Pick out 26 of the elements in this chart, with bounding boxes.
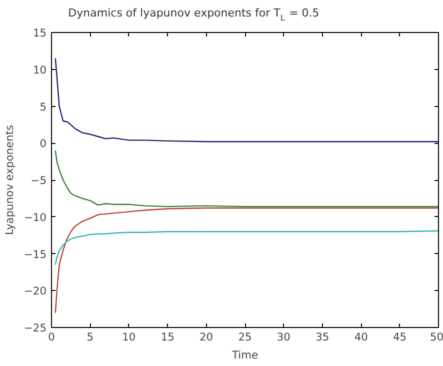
y-tick-label: 10	[32, 63, 47, 76]
y-tick-label: −5	[30, 174, 47, 187]
x-axis-title: Time	[230, 348, 258, 362]
x-tick-label: 10	[122, 330, 136, 344]
x-tick-label: 50	[430, 330, 443, 344]
y-tick-label: 5	[40, 100, 46, 114]
y-tick-label: −20	[24, 284, 47, 298]
x-tick-label: 15	[160, 330, 174, 344]
x-tick-label: 25	[238, 330, 252, 344]
y-tick-label: 0	[40, 137, 47, 150]
x-tick-label: 35	[316, 330, 330, 344]
x-tick-label: 5	[86, 330, 94, 344]
line-series	[54, 230, 438, 266]
y-tick-label: −10	[24, 210, 47, 224]
line-series	[54, 207, 438, 314]
y-axis-title: Lyapunov exponents	[3, 124, 16, 236]
x-tick-label: 40	[354, 330, 368, 344]
y-tick-label: −25	[24, 322, 47, 334]
line-series	[54, 58, 438, 142]
y-tick-label: −15	[24, 248, 47, 261]
x-tick-label: 45	[393, 330, 407, 344]
x-tick-label: 20	[200, 330, 214, 344]
line-series	[54, 150, 438, 208]
x-tick-label: 30	[276, 330, 291, 344]
x-tick-label: 0	[48, 330, 56, 344]
y-tick-label: 15	[32, 26, 47, 40]
